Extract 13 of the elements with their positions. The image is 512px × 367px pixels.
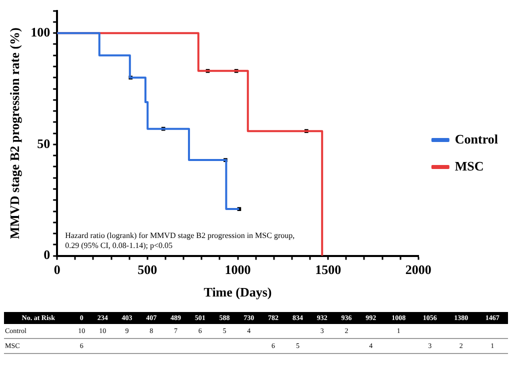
x-tick-label: 0 xyxy=(54,262,60,277)
legend-label: Control xyxy=(454,131,498,146)
y-tick-label: 50 xyxy=(37,136,50,151)
legend-label: MSC xyxy=(454,158,484,174)
x-tick-label: 1000 xyxy=(224,262,251,277)
x-tick-label: 500 xyxy=(138,262,158,277)
y-tick-label: 100 xyxy=(30,24,50,40)
annotation: Hazard ratio (logrank) for MMVD stage B2 progression in MSC group, 0.29 (95% CI, 0.08-1.14); p<0.05 xyxy=(65,230,295,250)
y-tick-label: 0 xyxy=(44,247,50,262)
x-tick-label: 1500 xyxy=(315,262,342,277)
x-tick-label: 2000 xyxy=(405,262,432,277)
y-axis-title: MMVD stage B2 progression rate (%) xyxy=(7,28,22,240)
x-axis-title: Time (Days) xyxy=(204,284,272,300)
